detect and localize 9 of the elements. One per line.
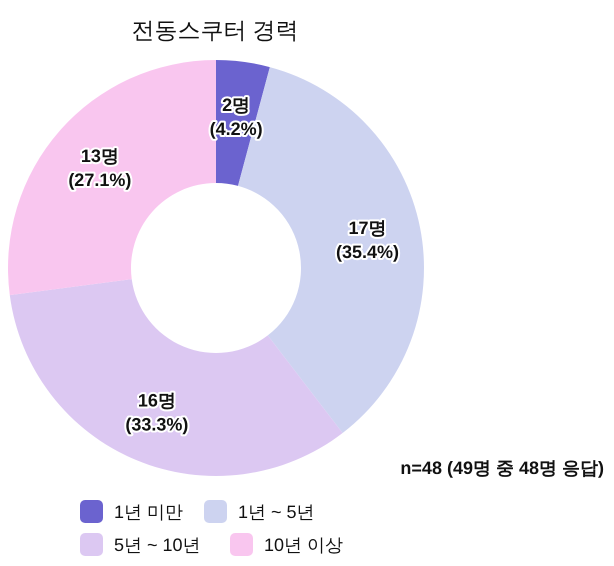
legend-label: 1년 ~ 5년 <box>238 502 315 522</box>
legend-label: 10년 이상 <box>264 535 344 555</box>
data-label: 17명 (35.4%) <box>336 218 400 262</box>
data-label: 13명 (27.1%) <box>68 146 132 190</box>
data-label: 16명 (33.3%) <box>125 390 188 435</box>
text: n=48 (49명 중 48명 응답) <box>400 458 604 478</box>
chart-title: 전동스쿠터 경력 <box>131 17 299 43</box>
legend-label: 5년 ~ 10년 <box>114 535 201 555</box>
legend-label: 1년 미만 <box>114 502 184 522</box>
